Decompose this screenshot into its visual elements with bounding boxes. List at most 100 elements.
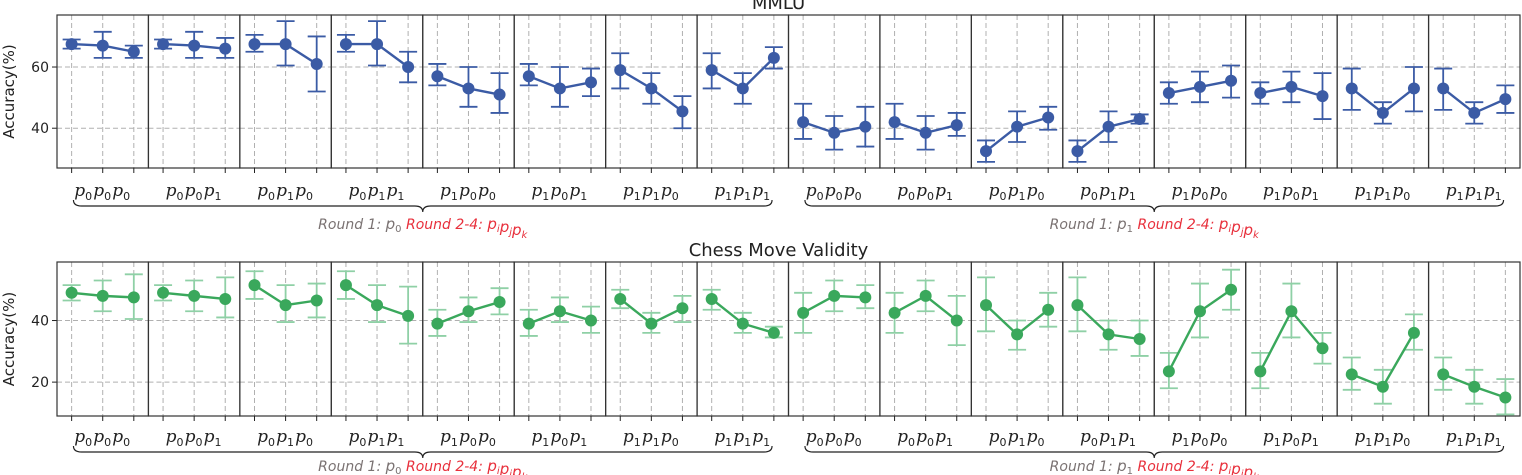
- data-point: [1437, 368, 1450, 381]
- data-point: [127, 291, 140, 304]
- panel: p1 p1 p1: [696, 261, 790, 449]
- data-point: [1254, 87, 1267, 100]
- data-point: [371, 38, 384, 51]
- data-point: [1345, 82, 1358, 95]
- y-axis-label: Accuracy(%): [0, 44, 18, 138]
- data-point: [188, 289, 201, 302]
- data-point: [1042, 111, 1055, 124]
- data-point: [919, 126, 932, 139]
- data-point: [1376, 380, 1389, 393]
- y-axis-label: Accuracy(%): [0, 292, 18, 386]
- panel: p0 p1 p0: [239, 261, 332, 449]
- data-point: [279, 38, 292, 51]
- data-point: [188, 39, 201, 52]
- panel-label: p1 p1 p1: [1446, 427, 1503, 449]
- panel-label: p1 p1 p1: [1446, 181, 1503, 203]
- data-point: [1071, 299, 1084, 312]
- group-brace: [72, 199, 773, 213]
- data-point: [676, 302, 689, 315]
- panel-label: p0 p0 p0: [74, 181, 131, 203]
- data-point: [614, 64, 627, 77]
- data-point: [859, 120, 872, 133]
- data-point: [645, 82, 658, 95]
- data-point: [1133, 113, 1146, 126]
- y-tick-label: 40: [31, 121, 49, 137]
- panel-label: p1 p0 p0: [1171, 181, 1228, 203]
- data-point: [1225, 283, 1238, 296]
- data-point: [248, 279, 261, 292]
- panel-label: p1 p0 p0: [440, 181, 497, 203]
- panel-label: p0 p1 p0: [989, 427, 1046, 449]
- panel: p1 p1 p1: [696, 14, 790, 203]
- data-point: [736, 317, 749, 330]
- data-point: [1345, 368, 1358, 381]
- panel: p0 p1 p0: [970, 14, 1064, 203]
- panel: p0 p0 p0: [56, 14, 150, 203]
- data-point: [1468, 380, 1481, 393]
- data-point: [462, 305, 475, 318]
- data-point: [767, 326, 780, 339]
- chart-title: MMLU: [752, 0, 805, 14]
- data-point: [980, 299, 993, 312]
- data-point: [462, 82, 475, 95]
- group-brace: [804, 445, 1505, 459]
- data-point: [65, 38, 78, 51]
- data-point: [767, 51, 780, 64]
- y-tick-label: 40: [31, 314, 49, 330]
- chart-0: MMLU Accuracy(%) 40 60 p0 p0 p0 p0 p0 p1 p0 …: [0, 0, 1521, 241]
- data-point: [859, 291, 872, 304]
- data-point: [553, 82, 566, 95]
- data-point: [1071, 145, 1084, 158]
- panel-label: p1 p1 p0: [1354, 181, 1411, 203]
- panel: p0 p0 p1: [147, 14, 241, 203]
- panel-label: p0 p1 p0: [257, 181, 314, 203]
- data-point: [219, 42, 232, 55]
- panel-label: p1 p0 p0: [1171, 427, 1228, 449]
- panel: p0 p0 p1: [147, 261, 241, 449]
- panel: p0 p1 p1: [330, 14, 424, 203]
- data-point: [1011, 328, 1024, 341]
- data-point: [1376, 106, 1389, 119]
- chart-1: Chess Move Validity Accuracy(%) 20 40 p0 p0 …: [0, 240, 1521, 475]
- data-point: [1254, 365, 1267, 378]
- data-point: [310, 57, 323, 70]
- data-point: [339, 38, 352, 51]
- data-point: [493, 88, 506, 101]
- panel: p0 p1 p1: [330, 261, 424, 449]
- panel: p0 p0 p1: [879, 14, 972, 203]
- data-point: [828, 126, 841, 139]
- data-point: [65, 286, 78, 299]
- panel: p0 p0 p0: [56, 261, 150, 449]
- data-point: [339, 279, 352, 292]
- data-point: [614, 292, 627, 305]
- data-point: [279, 299, 292, 312]
- data-point: [797, 116, 810, 129]
- panel: p1 p0 p0: [1153, 14, 1247, 203]
- group-brace: [804, 199, 1505, 213]
- panel: p0 p1 p1: [1062, 14, 1155, 203]
- data-point: [1193, 305, 1206, 318]
- chart-title: Chess Move Validity: [689, 240, 869, 261]
- data-point: [553, 305, 566, 318]
- panel-label: p1 p0 p1: [531, 181, 588, 203]
- group-annotation: Round 1: p1 Round 2-4: pipjpk: [1050, 457, 1260, 475]
- panel-label: p1 p0 p0: [440, 427, 497, 449]
- data-point: [1042, 303, 1055, 316]
- data-point: [1011, 120, 1024, 133]
- data-point: [1225, 74, 1238, 87]
- data-point: [96, 39, 109, 52]
- data-point: [950, 314, 963, 327]
- panel-label: p1 p0 p1: [531, 427, 588, 449]
- panel: p0 p1 p0: [970, 261, 1064, 449]
- data-point: [645, 317, 658, 330]
- panel-label: p0 p1 p1: [1080, 427, 1137, 449]
- data-point: [157, 38, 170, 51]
- data-point: [371, 299, 384, 312]
- panel: p1 p1 p1: [1427, 14, 1521, 203]
- panel-label: p0 p1 p1: [349, 427, 406, 449]
- panel: p1 p1 p0: [1336, 14, 1430, 203]
- data-point: [1437, 82, 1450, 95]
- panel-label: p1 p1 p0: [623, 181, 680, 203]
- panel: p1 p0 p1: [513, 261, 607, 449]
- data-point: [584, 76, 597, 89]
